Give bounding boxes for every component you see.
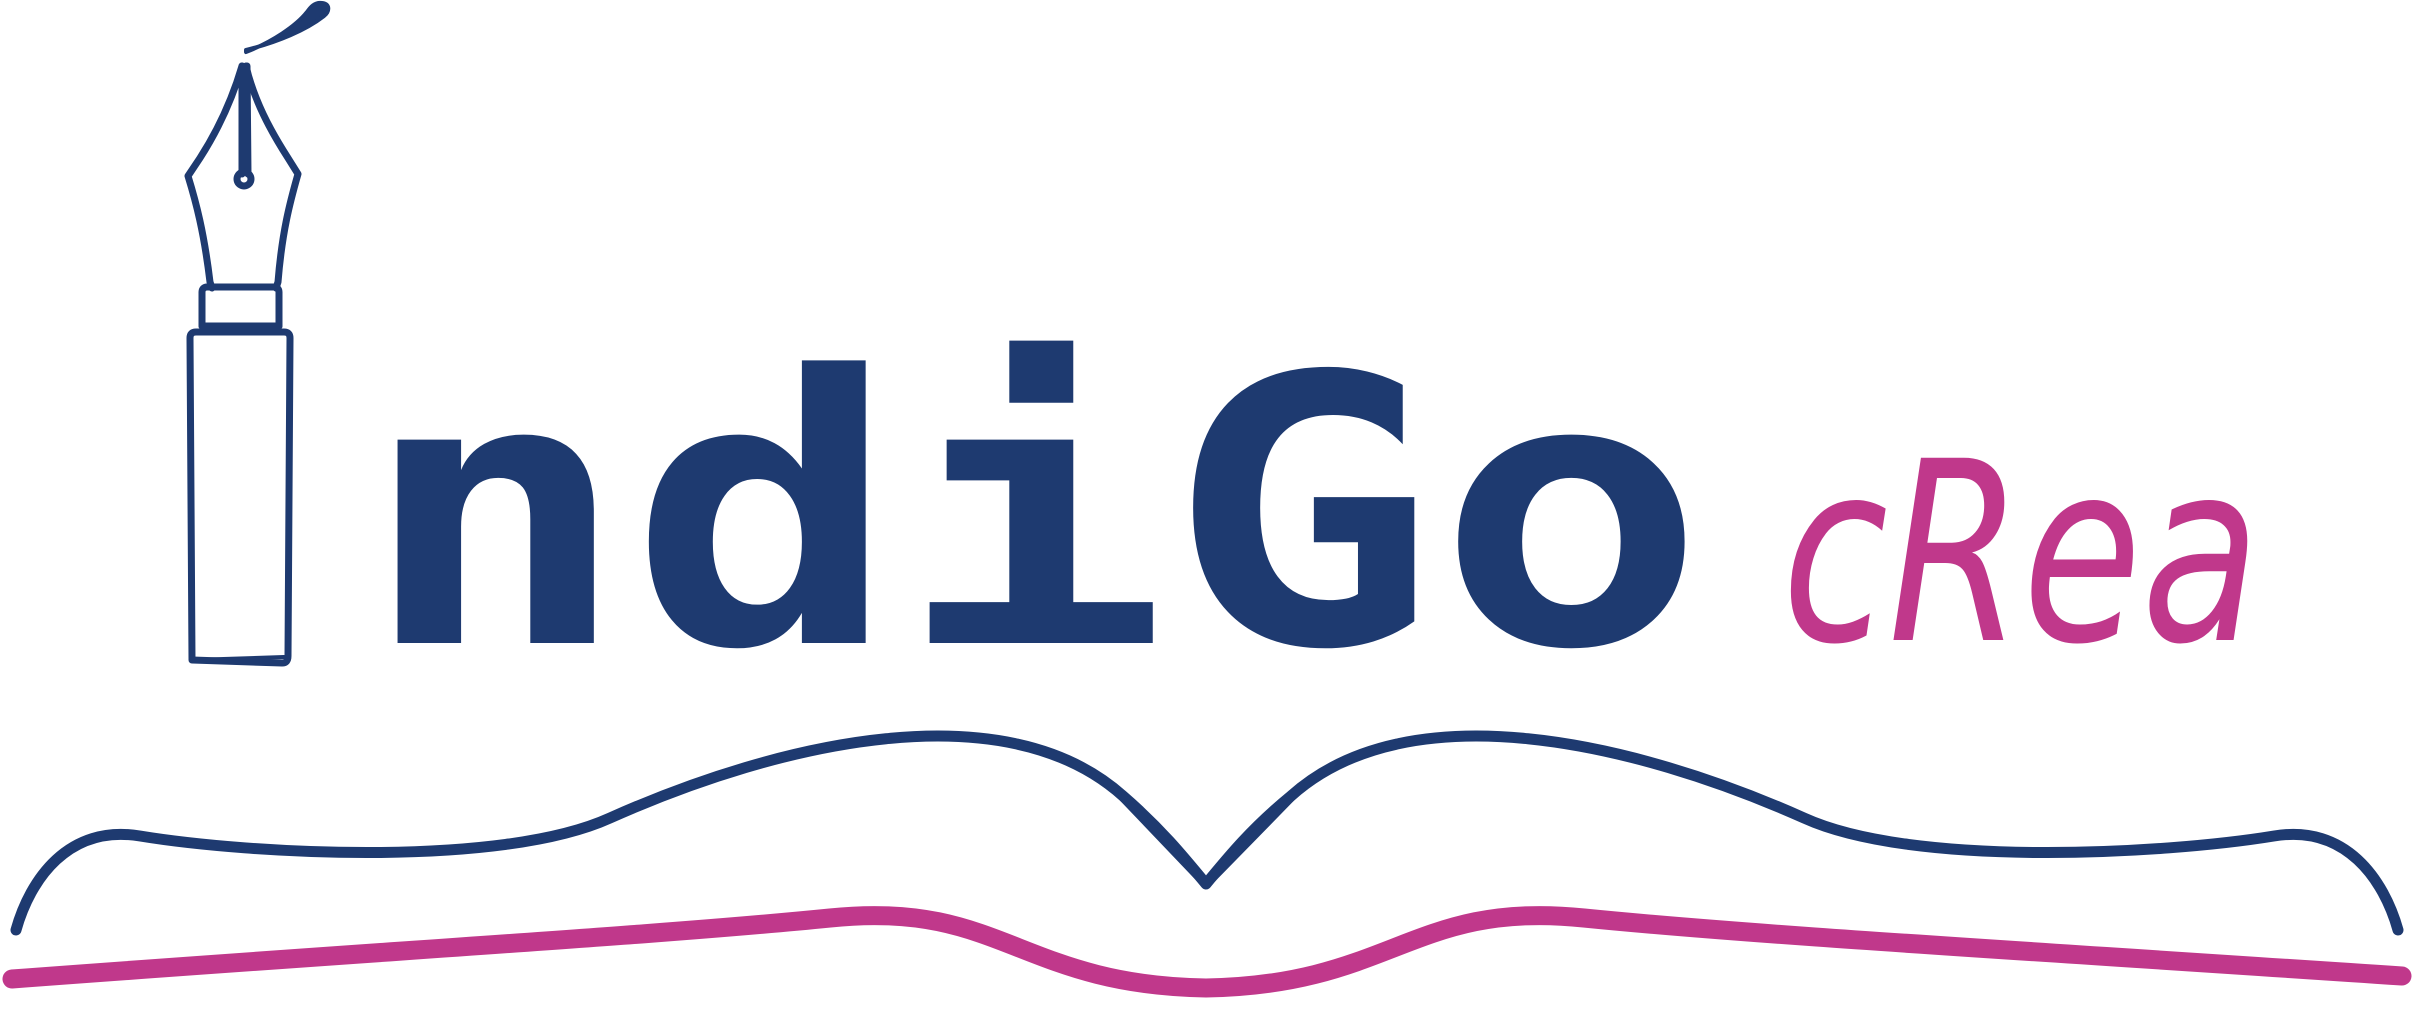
- logo-main-text: ndiGo: [360, 298, 1706, 731]
- fountain-pen-icon: [184, 0, 331, 667]
- book-spine-line: [1119, 794, 1295, 889]
- pen-barrel: [186, 328, 294, 667]
- open-book-icon: [2, 730, 2412, 998]
- pen-breather-hole: [233, 168, 255, 190]
- book-top-outline: [10, 730, 2404, 936]
- book-bottom-line: [2, 906, 2412, 998]
- pen-nib: [184, 62, 246, 292]
- logo-sub-text: cRea: [1782, 408, 2260, 699]
- pen-ink-stroke: [244, 0, 331, 54]
- pen-collar: [198, 283, 283, 330]
